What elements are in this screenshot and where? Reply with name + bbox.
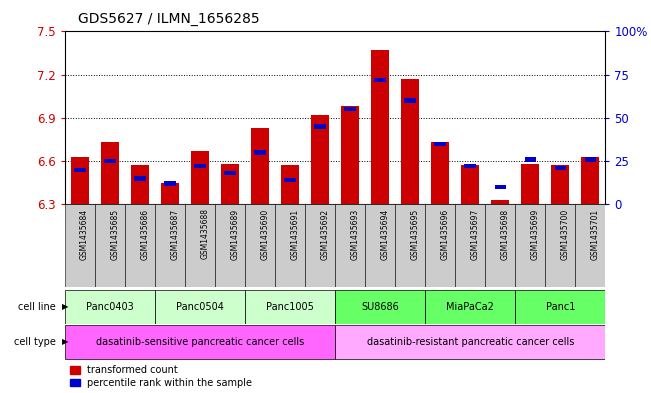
Bar bbox=[585, 157, 596, 162]
Bar bbox=[365, 204, 395, 287]
Text: Panc0403: Panc0403 bbox=[86, 301, 134, 312]
Text: GSM1435696: GSM1435696 bbox=[440, 208, 449, 260]
Text: GSM1435694: GSM1435694 bbox=[380, 208, 389, 260]
Bar bbox=[65, 290, 155, 323]
Bar bbox=[371, 50, 389, 204]
Bar bbox=[521, 164, 540, 204]
Text: GDS5627 / ILMN_1656285: GDS5627 / ILMN_1656285 bbox=[78, 11, 260, 26]
Bar bbox=[404, 98, 416, 103]
Bar bbox=[465, 164, 476, 169]
Text: GSM1435697: GSM1435697 bbox=[470, 208, 479, 260]
Bar bbox=[575, 204, 605, 287]
Bar bbox=[215, 204, 245, 287]
Bar bbox=[335, 325, 605, 359]
Text: GSM1435689: GSM1435689 bbox=[230, 208, 239, 260]
Text: GSM1435687: GSM1435687 bbox=[170, 208, 179, 260]
Bar bbox=[255, 150, 266, 154]
Bar bbox=[425, 290, 516, 323]
Bar bbox=[125, 204, 155, 287]
Text: GSM1435700: GSM1435700 bbox=[561, 208, 570, 260]
Bar bbox=[305, 204, 335, 287]
Bar bbox=[161, 183, 179, 204]
Text: GSM1435684: GSM1435684 bbox=[80, 208, 89, 260]
Bar bbox=[221, 164, 239, 204]
Bar bbox=[65, 325, 335, 359]
Bar bbox=[335, 290, 425, 323]
Bar bbox=[516, 204, 546, 287]
Text: GSM1435685: GSM1435685 bbox=[110, 208, 119, 260]
Text: GSM1435690: GSM1435690 bbox=[260, 208, 270, 260]
Bar bbox=[425, 204, 455, 287]
Bar bbox=[134, 176, 146, 180]
Bar bbox=[341, 107, 359, 204]
Bar bbox=[344, 107, 356, 111]
Bar bbox=[95, 204, 125, 287]
Legend: transformed count, percentile rank within the sample: transformed count, percentile rank withi… bbox=[70, 365, 253, 388]
Bar bbox=[462, 165, 479, 204]
Text: ▶: ▶ bbox=[62, 302, 68, 311]
Bar bbox=[131, 165, 149, 204]
Bar bbox=[311, 115, 329, 204]
Bar bbox=[432, 142, 449, 204]
Bar bbox=[486, 204, 516, 287]
Text: GSM1435691: GSM1435691 bbox=[290, 208, 299, 260]
Text: dasatinib-resistant pancreatic cancer cells: dasatinib-resistant pancreatic cancer ce… bbox=[367, 337, 574, 347]
Text: SU8686: SU8686 bbox=[361, 301, 399, 312]
Bar bbox=[65, 204, 95, 287]
Text: MiaPaCa2: MiaPaCa2 bbox=[447, 301, 494, 312]
Text: Panc1005: Panc1005 bbox=[266, 301, 314, 312]
Bar bbox=[434, 141, 446, 146]
Text: Panc0504: Panc0504 bbox=[176, 301, 224, 312]
Text: GSM1435686: GSM1435686 bbox=[140, 208, 149, 260]
Bar bbox=[191, 151, 209, 204]
Bar bbox=[525, 157, 536, 162]
Bar bbox=[314, 124, 326, 129]
Text: GSM1435695: GSM1435695 bbox=[410, 208, 419, 260]
Bar bbox=[104, 159, 116, 163]
Bar bbox=[275, 204, 305, 287]
Text: cell type: cell type bbox=[14, 337, 62, 347]
Bar bbox=[546, 204, 575, 287]
Text: Panc1: Panc1 bbox=[546, 301, 575, 312]
Text: dasatinib-sensitive pancreatic cancer cells: dasatinib-sensitive pancreatic cancer ce… bbox=[96, 337, 304, 347]
Bar bbox=[155, 204, 185, 287]
Bar bbox=[185, 204, 215, 287]
Text: GSM1435698: GSM1435698 bbox=[501, 208, 509, 260]
Bar bbox=[495, 185, 506, 189]
Bar bbox=[555, 166, 566, 170]
Bar bbox=[455, 204, 486, 287]
Bar bbox=[195, 164, 206, 169]
Text: GSM1435701: GSM1435701 bbox=[590, 208, 600, 260]
Bar bbox=[551, 165, 570, 204]
Text: cell line: cell line bbox=[18, 301, 62, 312]
Bar bbox=[492, 200, 509, 204]
Bar bbox=[374, 78, 386, 82]
Text: GSM1435688: GSM1435688 bbox=[201, 208, 209, 259]
Bar bbox=[225, 171, 236, 175]
Bar bbox=[284, 178, 296, 182]
Bar bbox=[101, 142, 119, 204]
Bar bbox=[164, 182, 176, 186]
Bar bbox=[251, 128, 270, 204]
Bar bbox=[395, 204, 425, 287]
Bar bbox=[245, 204, 275, 287]
Text: GSM1435692: GSM1435692 bbox=[320, 208, 329, 260]
Text: GSM1435693: GSM1435693 bbox=[350, 208, 359, 260]
Bar bbox=[281, 165, 299, 204]
Bar bbox=[74, 167, 86, 172]
Bar bbox=[401, 79, 419, 204]
Bar bbox=[335, 204, 365, 287]
Bar bbox=[581, 157, 600, 204]
Bar bbox=[245, 290, 335, 323]
Text: ▶: ▶ bbox=[62, 338, 68, 346]
Text: GSM1435699: GSM1435699 bbox=[531, 208, 540, 260]
Bar bbox=[516, 290, 605, 323]
Bar bbox=[155, 290, 245, 323]
Bar bbox=[71, 157, 89, 204]
